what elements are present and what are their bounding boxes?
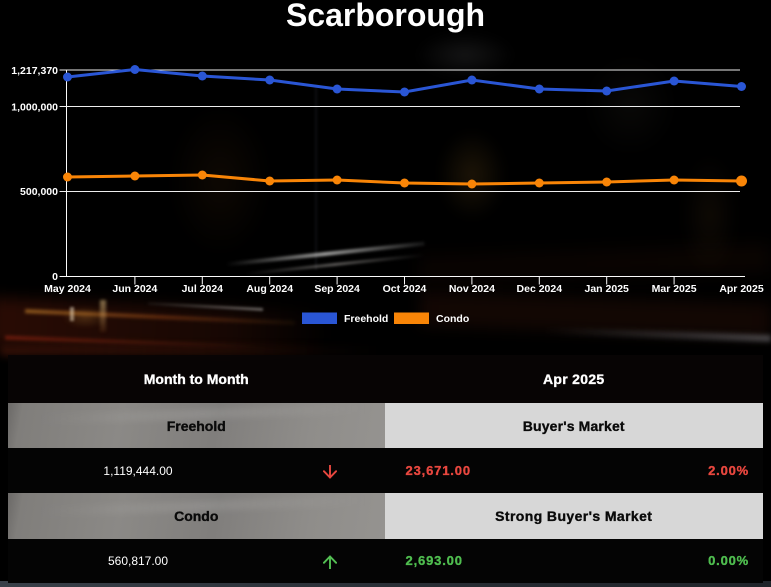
svg-text:Aug 2024: Aug 2024 — [246, 283, 293, 295]
svg-text:1,000,000: 1,000,000 — [11, 102, 58, 114]
svg-text:Sep 2024: Sep 2024 — [314, 283, 360, 295]
svg-text:Jul 2024: Jul 2024 — [182, 283, 224, 295]
svg-text:Freehold: Freehold — [344, 313, 388, 325]
svg-text:Mar 2025: Mar 2025 — [652, 283, 697, 295]
svg-text:Nov 2024: Nov 2024 — [449, 283, 495, 295]
svg-text:Oct 2024: Oct 2024 — [383, 283, 427, 295]
svg-text:500,000: 500,000 — [20, 186, 58, 198]
svg-text:Dec 2024: Dec 2024 — [517, 283, 563, 295]
svg-text:May 2024: May 2024 — [44, 283, 91, 295]
svg-text:1,217,370: 1,217,370 — [11, 65, 58, 77]
svg-text:Jun 2024: Jun 2024 — [112, 283, 157, 295]
svg-text:Condo: Condo — [436, 313, 469, 325]
svg-text:0: 0 — [52, 271, 58, 283]
svg-text:Jan 2025: Jan 2025 — [585, 283, 630, 295]
svg-text:Apr 2025: Apr 2025 — [719, 283, 764, 295]
